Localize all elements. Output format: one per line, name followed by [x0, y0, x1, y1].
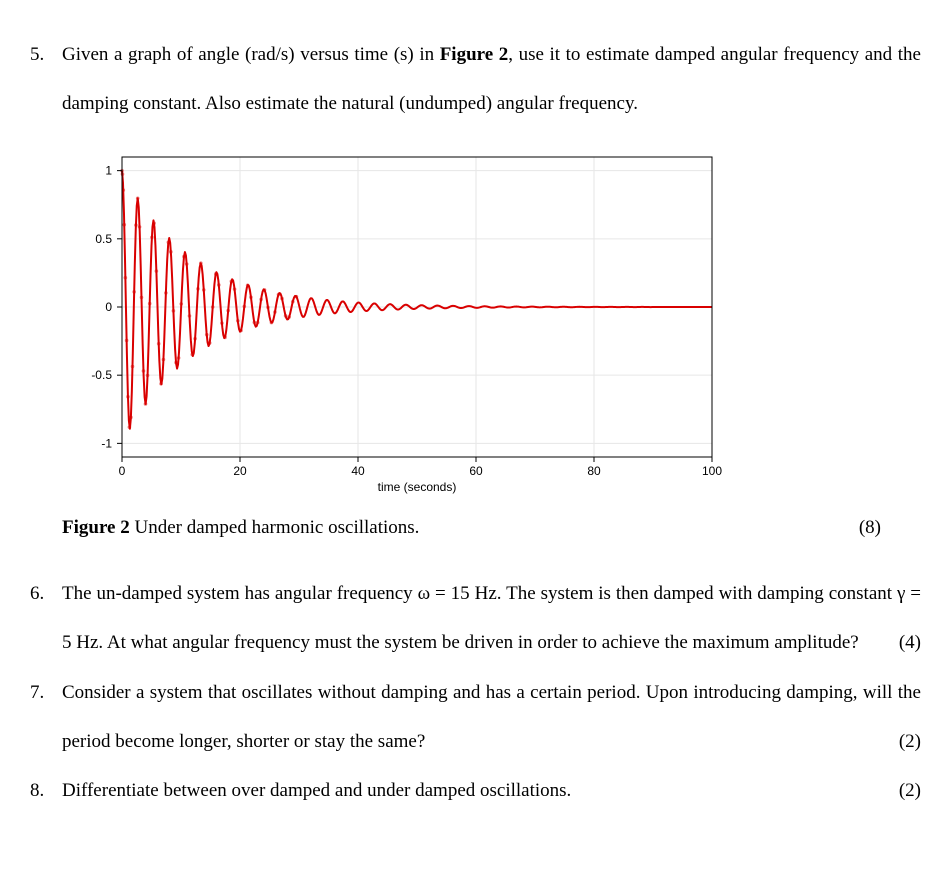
- svg-text:40: 40: [351, 464, 365, 478]
- q6-marks: (4): [899, 618, 921, 667]
- q8-text: Differentiate between over damped and un…: [62, 780, 571, 801]
- svg-text:60: 60: [469, 464, 483, 478]
- svg-text:80: 80: [587, 464, 601, 478]
- svg-text:20: 20: [233, 464, 247, 478]
- q7-number: 7.: [30, 668, 62, 767]
- svg-text:100: 100: [702, 464, 722, 478]
- q5-text-1: Given a graph of angle (rad/s) versus ti…: [62, 44, 440, 65]
- damped-oscillation-chart: 0 20 40 60 80 100 -1 -0.5 0 0.5 1 time (seconds): [62, 139, 722, 499]
- q8-marks: (2): [899, 766, 921, 815]
- q7-marks: (2): [899, 717, 921, 766]
- q6-text: The un-damped system has angular frequen…: [62, 583, 921, 653]
- question-8: 8. Differentiate between over damped and…: [30, 766, 921, 815]
- q5-fig-ref: Figure 2: [440, 44, 509, 65]
- q7-text: Consider a system that oscillates withou…: [62, 682, 921, 752]
- figure-caption: Figure 2 Under damped harmonic oscillati…: [62, 517, 419, 539]
- svg-text:-0.5: -0.5: [91, 368, 112, 382]
- svg-text:0: 0: [105, 300, 112, 314]
- figure-caption-rest: Under damped harmonic oscillations.: [130, 517, 420, 538]
- q6-body: The un-damped system has angular frequen…: [62, 569, 921, 668]
- svg-text:-1: -1: [101, 436, 112, 450]
- figure-2: 0 20 40 60 80 100 -1 -0.5 0 0.5 1 time (seconds) Fi…: [62, 139, 921, 539]
- q5-number: 5.: [30, 30, 62, 129]
- svg-text:time (seconds): time (seconds): [378, 480, 457, 494]
- svg-text:0: 0: [119, 464, 126, 478]
- q8-body: Differentiate between over damped and un…: [62, 766, 921, 815]
- q5-marks: (8): [859, 517, 881, 539]
- q5-body: Given a graph of angle (rad/s) versus ti…: [62, 30, 921, 129]
- question-6: 6. The un-damped system has angular freq…: [30, 569, 921, 668]
- svg-text:0.5: 0.5: [95, 232, 112, 246]
- q7-body: Consider a system that oscillates withou…: [62, 668, 921, 767]
- question-7: 7. Consider a system that oscillates wit…: [30, 668, 921, 767]
- figure-caption-bold: Figure 2: [62, 517, 130, 538]
- q6-number: 6.: [30, 569, 62, 668]
- q8-number: 8.: [30, 766, 62, 815]
- question-5: 5. Given a graph of angle (rad/s) versus…: [30, 30, 921, 129]
- figure-caption-row: Figure 2 Under damped harmonic oscillati…: [62, 517, 881, 539]
- svg-text:1: 1: [105, 163, 112, 177]
